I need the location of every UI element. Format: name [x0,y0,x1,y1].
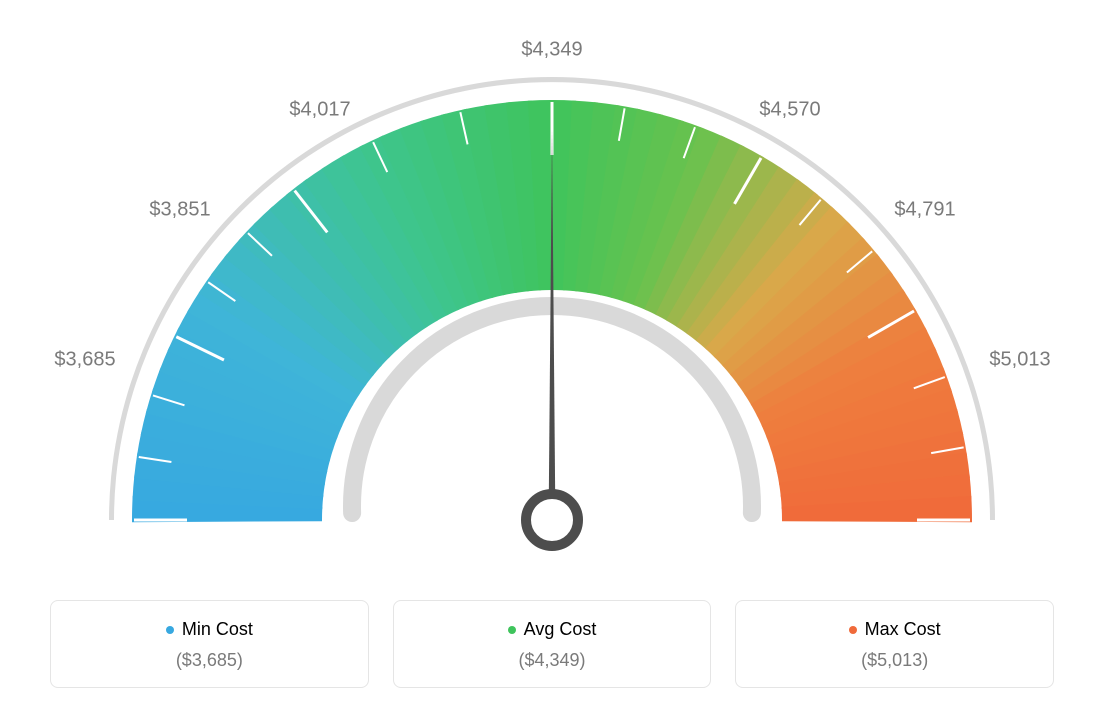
legend-label: Max Cost [865,619,941,640]
legend-value: ($5,013) [746,650,1043,671]
legend-label: Avg Cost [524,619,597,640]
gauge-dial: $3,685 $3,851 $4,017 $4,349 $4,570 $4,79… [20,20,1084,580]
gauge-tick-label: $4,017 [289,99,350,122]
gauge-tick-label: $4,570 [759,99,820,122]
dot-icon [849,626,857,634]
legend-row: Min Cost ($3,685) Avg Cost ($4,349) Max … [20,600,1084,688]
legend-card-avg: Avg Cost ($4,349) [393,600,712,688]
cost-gauge-chart: $3,685 $3,851 $4,017 $4,349 $4,570 $4,79… [20,20,1084,688]
legend-card-min: Min Cost ($3,685) [50,600,369,688]
gauge-tick-label: $3,685 [54,349,115,372]
gauge-tick-label: $3,851 [149,199,210,222]
legend-value: ($3,685) [61,650,358,671]
dot-icon [166,626,174,634]
legend-card-max: Max Cost ($5,013) [735,600,1054,688]
gauge-tick-label: $4,791 [894,199,955,222]
gauge-tick-label: $4,349 [521,39,582,62]
legend-label: Min Cost [182,619,253,640]
dot-icon [508,626,516,634]
gauge-tick-label: $5,013 [989,349,1050,372]
legend-value: ($4,349) [404,650,701,671]
